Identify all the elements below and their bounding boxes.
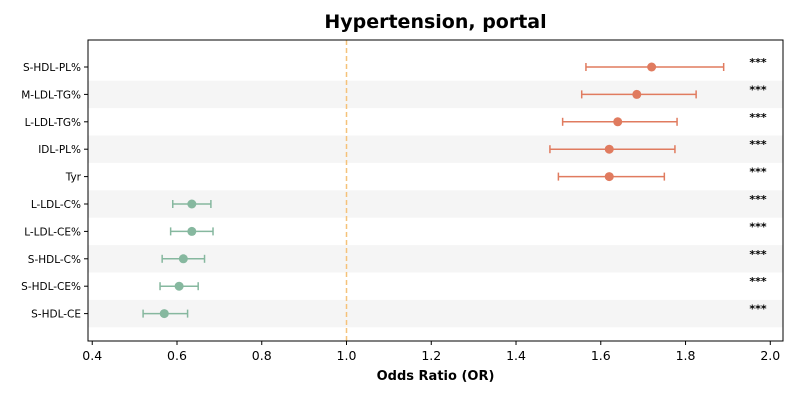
significance-label: *** xyxy=(749,83,767,96)
row-band xyxy=(88,299,783,328)
x-tick-label: 0.8 xyxy=(252,348,272,363)
y-tick-label: S-HDL-PL% xyxy=(23,62,81,74)
point-estimate xyxy=(187,226,197,236)
point-estimate xyxy=(604,172,614,182)
x-tick-label: 1.2 xyxy=(421,348,441,363)
y-tick-label: S-HDL-CE% xyxy=(21,281,81,293)
y-tick-label: L-LDL-TG% xyxy=(25,117,81,129)
point-estimate xyxy=(187,199,197,209)
y-tick-label: M-LDL-TG% xyxy=(21,89,81,101)
significance-label: *** xyxy=(749,111,767,124)
point-estimate xyxy=(178,254,188,264)
x-tick-label: 0.4 xyxy=(82,348,102,363)
significance-label: *** xyxy=(749,248,767,261)
point-estimate xyxy=(647,62,657,72)
y-axis: S-HDL-PL% M-LDL-TG% L-LDL-TG% IDL-PL% Tyr L-L… xyxy=(21,62,88,321)
y-tick-label: S-HDL-C% xyxy=(28,254,81,266)
chart-title: Hypertension, portal xyxy=(324,11,547,33)
x-tick-label: 2.0 xyxy=(760,348,780,363)
x-tick-label: 0.6 xyxy=(167,348,187,363)
y-tick-label: L-LDL-CE% xyxy=(24,226,81,238)
y-tick-label: IDL-PL% xyxy=(38,144,81,156)
significance-label: *** xyxy=(749,166,767,179)
x-tick-label: 1.0 xyxy=(337,348,357,363)
x-axis: 0.4 0.6 0.8 1.0 1.2 1.4 1.6 1.8 2.0 xyxy=(82,341,780,363)
x-axis-label: Odds Ratio (OR) xyxy=(377,369,495,384)
significance-label: *** xyxy=(749,303,767,316)
point-estimate xyxy=(174,281,184,291)
y-tick-label: S-HDL-CE xyxy=(31,309,81,321)
x-tick-label: 1.8 xyxy=(676,348,696,363)
point-estimate xyxy=(632,89,642,99)
chart-marks: *** *** *** *** *** *** *** *** *** *** xyxy=(142,56,767,319)
x-tick-label: 1.6 xyxy=(591,348,611,363)
point-estimate xyxy=(159,309,169,319)
significance-label: *** xyxy=(749,193,767,206)
plot-frame xyxy=(87,39,784,342)
significance-label: *** xyxy=(749,275,767,288)
point-estimate xyxy=(604,144,614,154)
significance-label: *** xyxy=(749,56,767,69)
x-tick-label: 1.4 xyxy=(506,348,526,363)
y-tick-label: L-LDL-C% xyxy=(31,199,81,211)
y-tick-label: Tyr xyxy=(65,172,82,184)
row-band xyxy=(88,135,783,163)
point-estimate xyxy=(613,117,623,127)
significance-label: *** xyxy=(749,138,767,151)
significance-label: *** xyxy=(749,220,767,233)
